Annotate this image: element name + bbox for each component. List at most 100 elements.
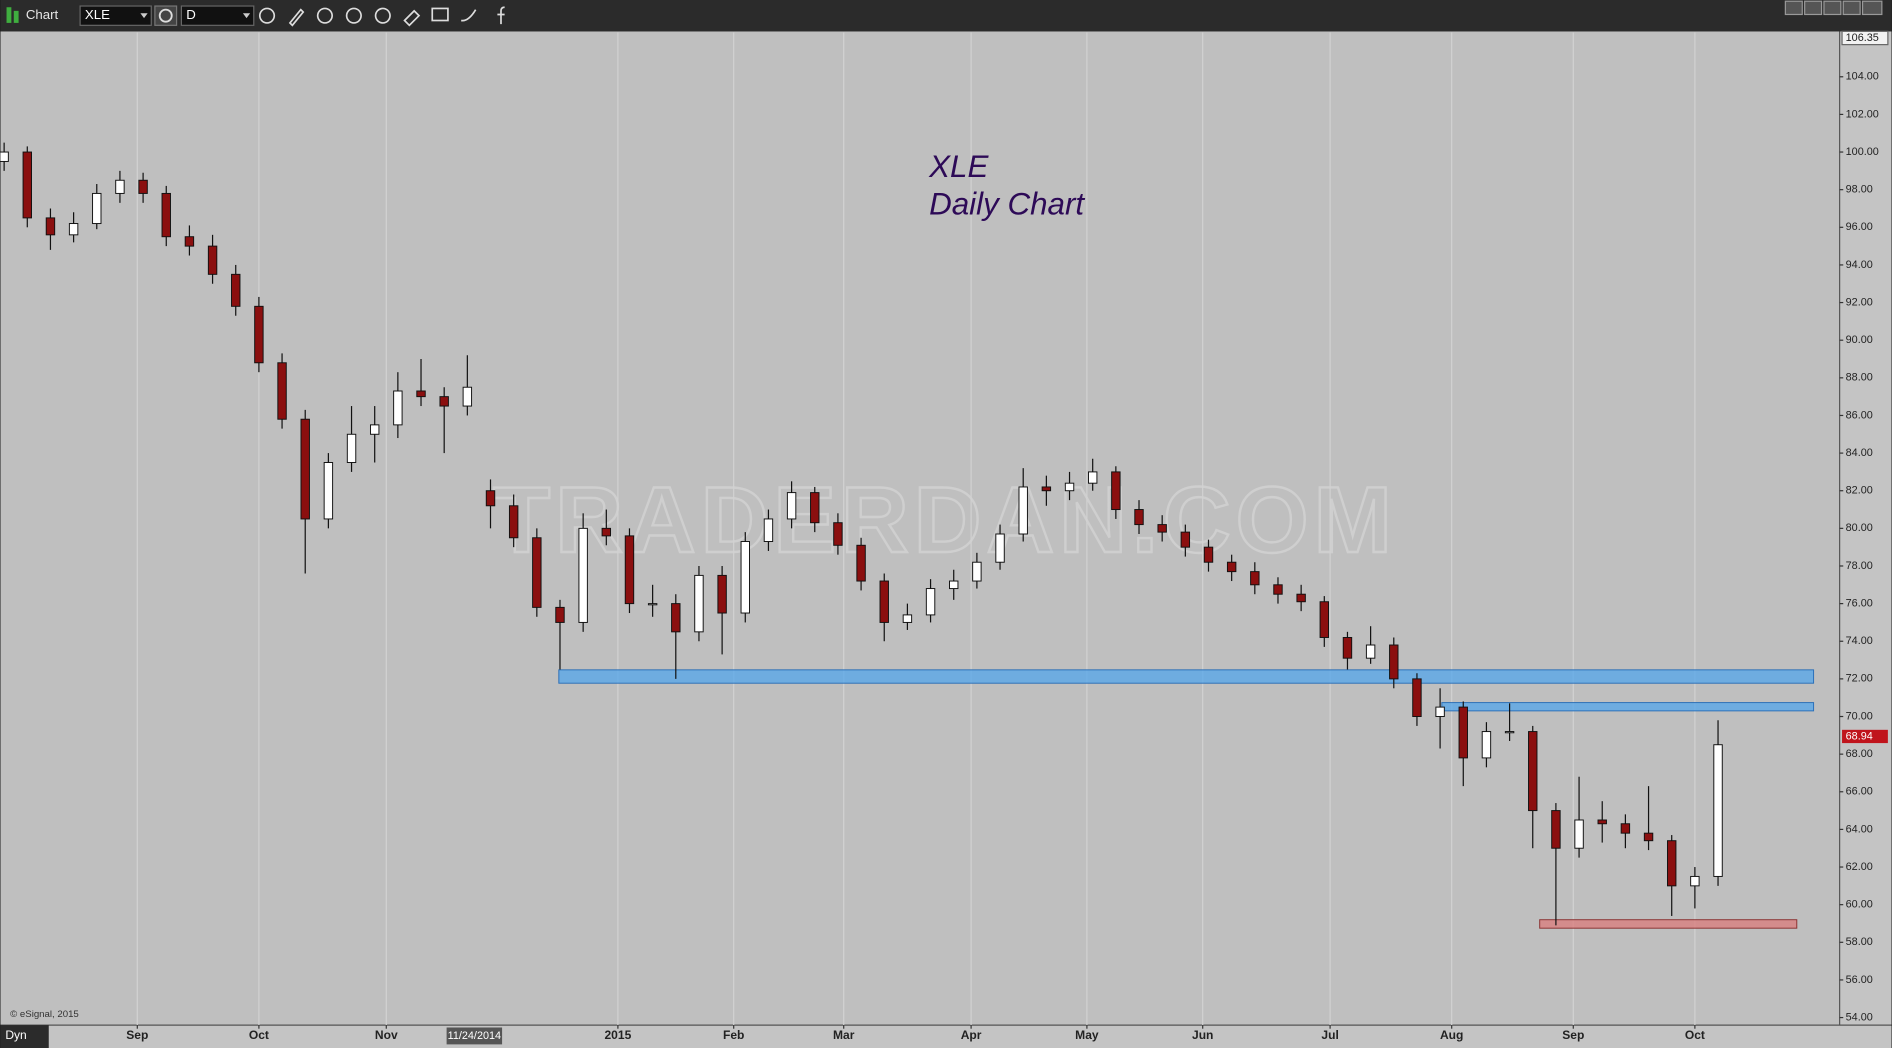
settings-button[interactable] (154, 5, 178, 26)
window-label: Chart (26, 7, 59, 22)
candle-up (925, 588, 936, 616)
candle-up (1481, 731, 1492, 759)
candle-down (485, 490, 496, 507)
candle-up (1435, 706, 1445, 717)
y-tick-label: 58.00 (1846, 936, 1873, 948)
x-tick-label: May (1075, 1028, 1099, 1042)
y-tick-label: 54.00 (1846, 1011, 1873, 1023)
zoom-button[interactable] (374, 7, 391, 24)
candle-down (671, 603, 681, 633)
cursor-label: 11/24/2014 (448, 1030, 501, 1042)
candle-up (740, 541, 750, 614)
candle-down (1134, 509, 1144, 526)
twitter-button[interactable] (461, 9, 477, 22)
candle-down (555, 606, 565, 623)
candle-down (1226, 561, 1237, 573)
play-button[interactable] (345, 7, 362, 24)
eraser-button[interactable] (403, 9, 421, 27)
dropdown-arrow (140, 13, 148, 19)
candle-down (45, 217, 56, 236)
chart-icon (13, 10, 19, 23)
comment-button[interactable] (431, 7, 449, 22)
candle-down (277, 362, 287, 420)
candle-down (300, 418, 310, 520)
candle-down (856, 544, 866, 582)
candle-down (439, 396, 449, 407)
y-tick-label: 100.00 (1846, 146, 1879, 158)
candle-up (462, 386, 473, 407)
x-tick-label: Jul (1321, 1028, 1338, 1042)
clock-button[interactable] (258, 7, 276, 24)
candle-up (1574, 819, 1584, 849)
maximize-button[interactable] (1842, 0, 1861, 16)
y-tick-label: 102.00 (1846, 108, 1879, 120)
y-tick-label: 66.00 (1846, 786, 1873, 798)
candle-down (22, 151, 32, 219)
y-tick-label: 68.00 (1846, 748, 1873, 760)
y-tick-label: 104.00 (1846, 71, 1879, 83)
toolbar (0, 0, 1892, 32)
facebook-button[interactable] (497, 6, 505, 25)
candle-down (879, 580, 889, 623)
y-tick-label: 94.00 (1846, 259, 1873, 271)
candle-down (1528, 731, 1538, 812)
gear-icon (158, 8, 173, 23)
interval-input[interactable] (180, 5, 255, 26)
candle-up (902, 614, 913, 623)
x-tick-label: Jun (1192, 1028, 1213, 1042)
y-tick-label: 92.00 (1846, 296, 1873, 308)
plot-background (0, 31, 1840, 1026)
candle-down (1458, 706, 1468, 759)
candle-up (369, 424, 380, 435)
candle-down (1551, 810, 1561, 849)
y-tick-label: 70.00 (1846, 710, 1873, 722)
candle-down (138, 179, 148, 194)
chart-icon (6, 7, 12, 23)
y-tick-label: 88.00 (1846, 372, 1873, 384)
candle-up (115, 179, 125, 194)
minimize-button[interactable] (1823, 0, 1842, 16)
y-tick-label: 80.00 (1846, 522, 1873, 534)
watermark: TRADERDAN.COM (493, 467, 1397, 572)
axis-layer: Sep Oct Nov 2015 Feb Mar Apr May Jun Jul Aug Sep Oct… (126, 30, 1889, 1045)
symbol: XLE (85, 7, 110, 22)
y-tick-label: 76.00 (1846, 597, 1873, 609)
draw-button[interactable] (288, 8, 305, 27)
x-tick-label: Oct (249, 1028, 269, 1042)
x-tick-label: Apr (961, 1028, 982, 1042)
x-tick-label: Mar (833, 1028, 855, 1042)
candle-up (949, 580, 959, 590)
candle-down (1250, 571, 1260, 586)
candle-up (1087, 471, 1098, 484)
candle-down (1643, 832, 1654, 842)
y-tick-label: 78.00 (1846, 560, 1873, 572)
restore-button[interactable] (1804, 0, 1823, 16)
candle-up (972, 561, 982, 582)
candle-up (1018, 486, 1028, 535)
candle-up (786, 492, 797, 520)
chart-subtitle: Daily Chart (929, 187, 1085, 222)
candle-down (1296, 593, 1306, 603)
candle-down (532, 537, 542, 608)
close-button[interactable] (1861, 0, 1883, 16)
y-tick-label: 56.00 (1846, 974, 1873, 986)
candle-up (346, 433, 357, 463)
candle-up (1504, 731, 1515, 734)
cycle-button[interactable] (316, 7, 333, 24)
candle-down (416, 390, 426, 398)
y-tick-label: 62.00 (1846, 861, 1873, 873)
axis-top-box (1841, 30, 1889, 46)
candle-up (995, 533, 1005, 563)
y-tick-label: 60.00 (1846, 899, 1873, 911)
candle-up (1713, 744, 1723, 877)
candle-up (1365, 644, 1376, 659)
candle-down (508, 505, 519, 539)
candle-down (254, 305, 264, 364)
symbol-input[interactable] (79, 5, 152, 26)
y-tick-label: 82.00 (1846, 485, 1873, 497)
candle-down (1273, 584, 1283, 595)
mode-box[interactable] (0, 1025, 49, 1048)
help-button[interactable] (1784, 0, 1803, 16)
